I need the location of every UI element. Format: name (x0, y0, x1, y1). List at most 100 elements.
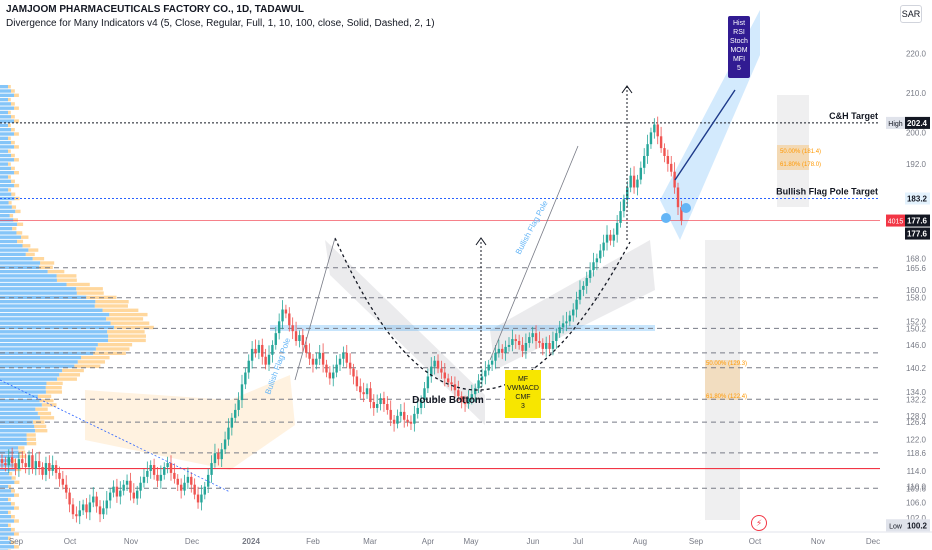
volume-profile-bar (0, 510, 9, 515)
y-tick-label: 109.6 (906, 484, 927, 493)
currency-button[interactable]: SAR (900, 5, 922, 23)
cup-curve (334, 237, 631, 391)
candle-body (632, 175, 636, 188)
candle-body (355, 376, 359, 387)
volume-profile-bar (0, 222, 18, 226)
volume-profile-bar (0, 459, 12, 463)
candle-body (561, 323, 565, 328)
volume-profile-bar (110, 321, 150, 325)
annotation-double-bottom: Double Bottom (412, 395, 484, 406)
candle-body (568, 315, 572, 322)
arrow-head (621, 85, 633, 94)
volume-profile-bar (46, 381, 63, 386)
candle-body (443, 372, 446, 379)
volume-profile-bar (107, 330, 145, 334)
volume-profile-bar (0, 325, 114, 330)
volume-profile-bar (94, 304, 128, 308)
volume-profile-bar (0, 149, 9, 153)
candle-body (152, 465, 156, 475)
candle-body (122, 484, 125, 491)
price-tag (905, 116, 930, 129)
candle-body (308, 352, 311, 359)
y-tick-label: 128.0 (906, 412, 927, 421)
volume-profile-bar (97, 343, 133, 347)
volume-profile-bar (0, 291, 77, 295)
candle-body (132, 492, 136, 499)
volume-profile-bar (11, 502, 15, 506)
volume-profile-bar (0, 97, 9, 102)
candle-body (450, 382, 453, 385)
candle-body (558, 327, 561, 334)
signal-label: MOM (730, 47, 747, 54)
volume-profile-bar (0, 411, 38, 416)
candle-body (186, 476, 190, 483)
signal-label: RSI (733, 29, 745, 36)
volume-profile-bar (0, 437, 27, 441)
signal-label: CMF (515, 394, 530, 401)
volume-profile-bar (11, 179, 15, 183)
candle-body (41, 467, 44, 475)
volume-profile-bar (0, 278, 57, 282)
volume-profile-bar (22, 244, 31, 248)
volume-profile-bar (17, 222, 24, 226)
y-tick-label: 152.0 (906, 317, 927, 326)
candle-body (139, 482, 142, 491)
candle-body (430, 366, 433, 377)
candle-body (277, 321, 281, 334)
volume-profile-bar (0, 360, 78, 364)
volume-profile-bar (0, 106, 15, 110)
candle-body (659, 136, 663, 149)
volume-profile-bar (0, 446, 19, 450)
candle-body (0, 459, 4, 464)
volume-profile-bar (0, 536, 9, 540)
volume-profile-bar (11, 205, 17, 209)
candle-body (575, 299, 578, 310)
candle-body (75, 514, 78, 517)
volume-profile-bar (0, 403, 42, 407)
candle-body (379, 398, 382, 405)
candle-body (203, 486, 206, 495)
candle-body (7, 457, 10, 466)
volume-profile-bar (0, 420, 33, 424)
signal-label: 3 (521, 403, 525, 410)
price-tag (905, 519, 930, 532)
candle-body (433, 360, 436, 367)
candle-body (622, 199, 626, 212)
candle-body (261, 344, 264, 357)
price-tag-label-bg (886, 519, 905, 532)
price-tag-label-bg (886, 116, 905, 129)
volume-profile-bar (28, 248, 39, 252)
lightning-icon[interactable]: ⚡ (751, 515, 767, 531)
volume-profile-bar (0, 368, 63, 373)
candle-body (386, 404, 389, 410)
candle-body (88, 502, 92, 513)
volume-profile-bar (0, 527, 12, 532)
volume-profile-bar (0, 321, 111, 325)
volume-profile-bar (0, 89, 12, 93)
candle-body (588, 270, 592, 279)
signal-label: Hist (733, 20, 745, 27)
volume-profile-bar (17, 239, 24, 244)
volume-profile-bar (26, 437, 37, 441)
candle-body (507, 344, 511, 347)
candle-body (585, 278, 588, 286)
candle-body (264, 356, 267, 365)
candle-body (142, 476, 146, 483)
y-tick-label: 122.0 (906, 435, 927, 444)
candle-body (227, 427, 230, 440)
x-tick-label: 2024 (242, 537, 260, 546)
volume-profile-bar (59, 373, 81, 377)
candle-body (58, 472, 61, 479)
candle-body (166, 463, 169, 468)
volume-profile-bar (0, 312, 110, 317)
volume-profile-bar (0, 153, 12, 158)
x-tick-label: Sep (9, 537, 24, 546)
y-tick-label: 200.0 (906, 128, 927, 137)
candle-body (531, 333, 534, 338)
candle-body (332, 372, 335, 379)
candle-body (179, 484, 183, 491)
candle-body (119, 490, 122, 497)
volume-profile-bar (0, 235, 22, 239)
volume-profile-bar (0, 390, 46, 394)
